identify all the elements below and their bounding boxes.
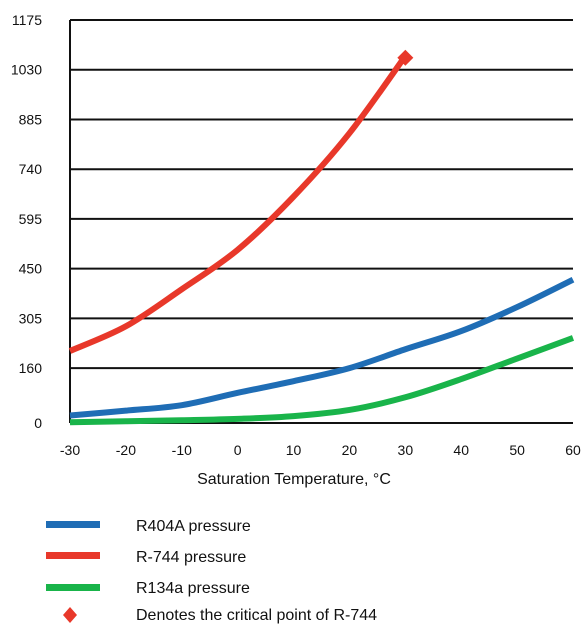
data-series	[68, 54, 575, 426]
x-tick-label: -10	[172, 442, 192, 458]
y-tick-label: 885	[19, 111, 43, 127]
x-tick-label: 10	[286, 442, 302, 458]
x-tick-label: 60	[565, 442, 581, 458]
y-tick-label: 1030	[11, 62, 42, 78]
y-tick-label: 595	[19, 211, 43, 227]
x-tick-label: -30	[60, 442, 80, 458]
r404a-pressure-line	[69, 276, 575, 419]
x-tick-label: 40	[453, 442, 469, 458]
critical-point-diamond-icon	[63, 607, 77, 623]
y-tick-label: 450	[19, 261, 43, 277]
x-tick-label: 50	[509, 442, 525, 458]
x-tick-label: 30	[398, 442, 414, 458]
x-axis-title: Saturation Temperature, °C	[197, 471, 391, 488]
x-tick-label: -20	[116, 442, 136, 458]
y-tick-labels: 0 160 305 450 595 740 885 1030 1175	[11, 12, 42, 431]
y-tick-label: 305	[19, 310, 43, 326]
legend-swatch-r404a	[46, 521, 100, 528]
legend-label-r404a: R404A pressure	[136, 518, 251, 535]
legend: R404A pressure R-744 pressure R134a pres…	[46, 518, 377, 624]
y-tick-label: 740	[19, 161, 43, 177]
critical-point-marker	[397, 49, 414, 66]
y-tick-label: 0	[34, 415, 42, 431]
legend-label-critical-point: Denotes the critical point of R-744	[136, 607, 377, 624]
r134a-pressure-line	[69, 335, 575, 426]
legend-label-r744: R-744 pressure	[136, 549, 246, 566]
y-tick-label: 160	[19, 360, 43, 376]
y-tick-label: 1175	[12, 12, 42, 28]
x-tick-label: 0	[234, 442, 242, 458]
r744-pressure-line	[68, 54, 408, 354]
axes	[69, 20, 573, 424]
legend-label-r134a: R134a pressure	[136, 580, 250, 597]
legend-swatch-r744	[46, 552, 100, 559]
x-tick-labels: -30 -20 -10 0 10 20 30 40 50 60	[60, 442, 581, 458]
critical-point-layer	[397, 49, 414, 66]
legend-swatch-r134a	[46, 584, 100, 591]
x-tick-label: 20	[342, 442, 358, 458]
